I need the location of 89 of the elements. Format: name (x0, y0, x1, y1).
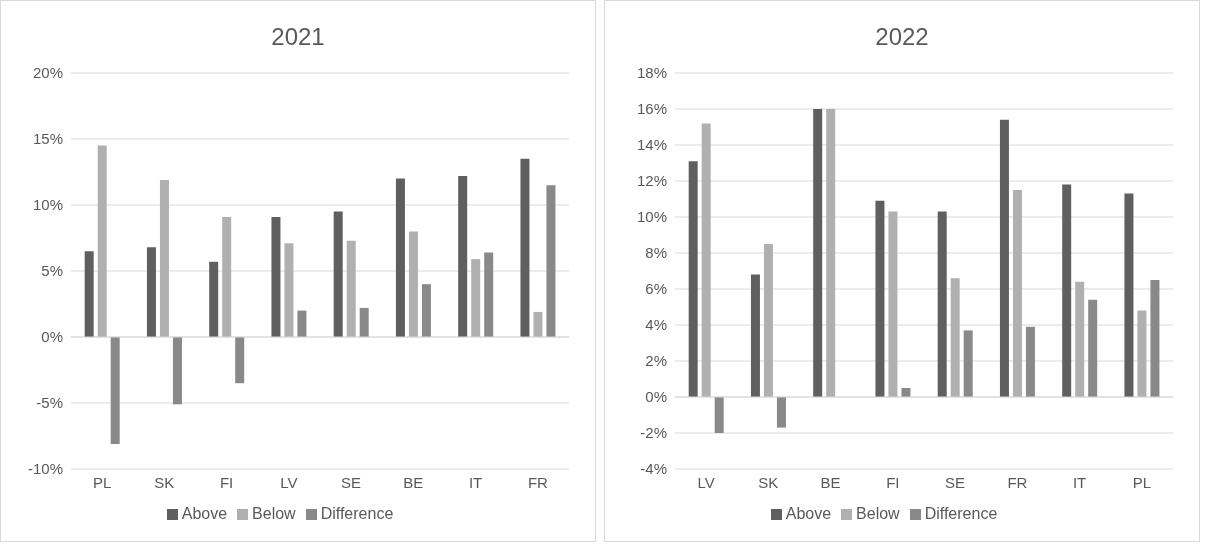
bar (999, 119, 1009, 397)
y-tick-label: 12% (636, 172, 667, 190)
bar (271, 216, 281, 337)
legend-label: Above (181, 505, 228, 522)
bar (235, 337, 245, 384)
y-tick-label: 20% (32, 64, 63, 82)
y-tick-label: 0% (645, 388, 667, 406)
bar (172, 337, 182, 405)
bar (1088, 299, 1098, 397)
bar (1012, 190, 1022, 397)
y-tick-label: 0% (41, 328, 63, 346)
y-tick-label: -4% (640, 460, 667, 478)
x-tick-label: FI (219, 473, 234, 491)
x-tick-label: BE (820, 473, 841, 491)
y-tick-label: 8% (645, 244, 667, 262)
bar (963, 330, 973, 397)
y-tick-label: -5% (36, 394, 63, 412)
bar (222, 216, 232, 337)
bar (97, 145, 107, 337)
bar (471, 259, 481, 337)
bar (714, 397, 724, 433)
bar (84, 251, 94, 337)
bar (408, 231, 418, 337)
bar (950, 278, 960, 397)
bar (1025, 326, 1035, 397)
y-tick-label: 6% (645, 280, 667, 298)
y-tick-label: 15% (32, 130, 63, 148)
x-tick-label: BE (403, 473, 424, 491)
y-tick-label: 4% (645, 316, 667, 334)
x-tick-label: IT (468, 473, 483, 491)
bar (875, 200, 885, 397)
bar (209, 261, 219, 337)
bar (750, 274, 760, 397)
legend-label: Below (252, 505, 296, 522)
bar (763, 244, 773, 397)
bar (297, 310, 307, 337)
x-tick-label: SE (945, 473, 966, 491)
legend-label: Above (785, 505, 832, 522)
y-tick-label: 18% (636, 64, 667, 82)
bar (346, 240, 356, 337)
x-tick-label: IT (1072, 473, 1087, 491)
x-tick-label: PL (1132, 473, 1152, 491)
x-tick-label: SK (154, 473, 175, 491)
y-tick-label: 2% (645, 352, 667, 370)
y-tick-label: -2% (640, 424, 667, 442)
y-tick-label: 14% (636, 136, 667, 154)
bar (937, 211, 947, 397)
bar (359, 307, 369, 337)
bar (284, 243, 294, 337)
bar (1137, 310, 1147, 397)
x-tick-label: FR (527, 473, 549, 491)
bar (421, 284, 431, 337)
y-tick-label: 5% (41, 262, 63, 280)
y-tick-label: 16% (636, 100, 667, 118)
x-tick-label: LV (280, 473, 298, 491)
bar (1062, 184, 1072, 397)
x-tick-label: FI (886, 473, 900, 491)
bar (701, 123, 711, 397)
bar (159, 179, 169, 337)
x-tick-label: SK (758, 473, 779, 491)
y-tick-label: 10% (32, 196, 63, 214)
bar (520, 158, 530, 337)
y-tick-label: 10% (636, 208, 667, 226)
bar (395, 178, 405, 337)
legend-label: Difference (320, 505, 394, 522)
chart-title: 2022 (874, 23, 930, 52)
bar (546, 185, 556, 337)
bar (146, 247, 156, 337)
legend-label: Below (856, 505, 900, 522)
bar (458, 175, 468, 337)
bar (333, 211, 343, 337)
bar (533, 311, 543, 337)
bar (1075, 281, 1085, 397)
chart-title: 2021 (270, 23, 326, 52)
bar (688, 161, 698, 397)
x-tick-label: SE (341, 473, 362, 491)
bar (1150, 280, 1160, 397)
bar (813, 109, 823, 397)
bar (888, 211, 898, 397)
bar (776, 397, 786, 428)
bar (826, 109, 836, 397)
y-tick-label: -10% (27, 460, 63, 478)
bar (1124, 193, 1134, 397)
x-tick-label: FR (1007, 473, 1028, 491)
bar (484, 252, 494, 337)
legend-label: Difference (924, 505, 998, 522)
x-tick-label: PL (92, 473, 112, 491)
bar (110, 337, 120, 444)
x-tick-label: LV (697, 473, 715, 491)
